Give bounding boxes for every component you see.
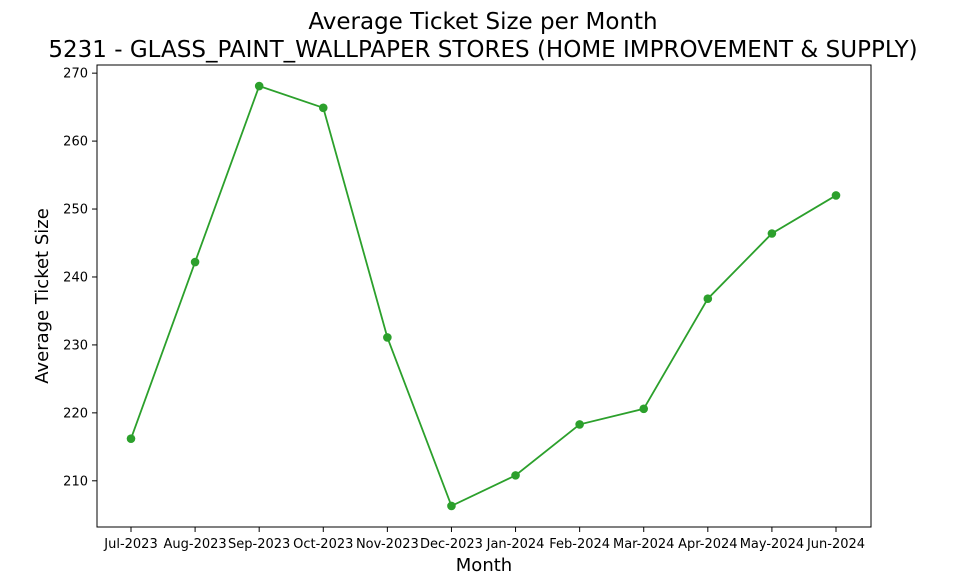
y-tick-label: 270	[63, 67, 88, 82]
y-axis: 210 220 230 240 250 260 270	[63, 67, 97, 489]
x-tick-label: May-2024	[740, 537, 804, 552]
x-tick-label: Sep-2023	[228, 537, 290, 552]
plot-area	[96, 64, 872, 528]
y-tick-label: 230	[63, 338, 88, 353]
y-axis-label: Average Ticket Size	[32, 208, 53, 384]
data-point	[767, 229, 777, 238]
data-point	[703, 294, 713, 304]
x-tick-label: Oct-2023	[293, 537, 353, 552]
data-point	[190, 257, 200, 267]
x-tick-label: Nov-2023	[356, 537, 419, 552]
data-point	[126, 434, 136, 443]
chart-title: Average Ticket Size per Month	[308, 9, 657, 35]
x-tick-label: Aug-2023	[164, 537, 227, 552]
x-tick-label: Mar-2024	[613, 537, 674, 552]
x-tick-label: Jun-2024	[806, 537, 865, 552]
data-point	[831, 191, 841, 200]
y-tick-label: 210	[63, 474, 88, 489]
data-point	[383, 333, 392, 342]
data-point	[447, 501, 456, 511]
series-line	[130, 84, 837, 508]
x-tick-label: Jan-2024	[486, 537, 545, 552]
x-tick-label: Dec-2023	[420, 537, 483, 552]
y-tick-label: 250	[63, 203, 88, 218]
y-tick-label: 220	[63, 406, 88, 421]
series-group	[126, 81, 841, 511]
y-tick-label: 260	[63, 135, 88, 150]
data-point	[254, 81, 264, 91]
data-point	[318, 103, 328, 113]
x-tick-label: Apr-2024	[678, 537, 737, 552]
data-point	[639, 404, 649, 414]
x-axis-label: Month	[456, 555, 512, 576]
x-axis: Jul-2023 Aug-2023 Sep-2023 Oct-2023 Nov-2023…	[103, 527, 865, 552]
y-tick-label: 240	[63, 270, 88, 285]
x-tick-label: Jul-2023	[103, 537, 157, 552]
data-point	[511, 471, 520, 480]
x-tick-label: Feb-2024	[549, 537, 610, 552]
data-point	[575, 420, 584, 429]
chart-subtitle: 5231 - GLASS_PAINT_WALLPAPER STORES (HOM…	[48, 37, 917, 63]
